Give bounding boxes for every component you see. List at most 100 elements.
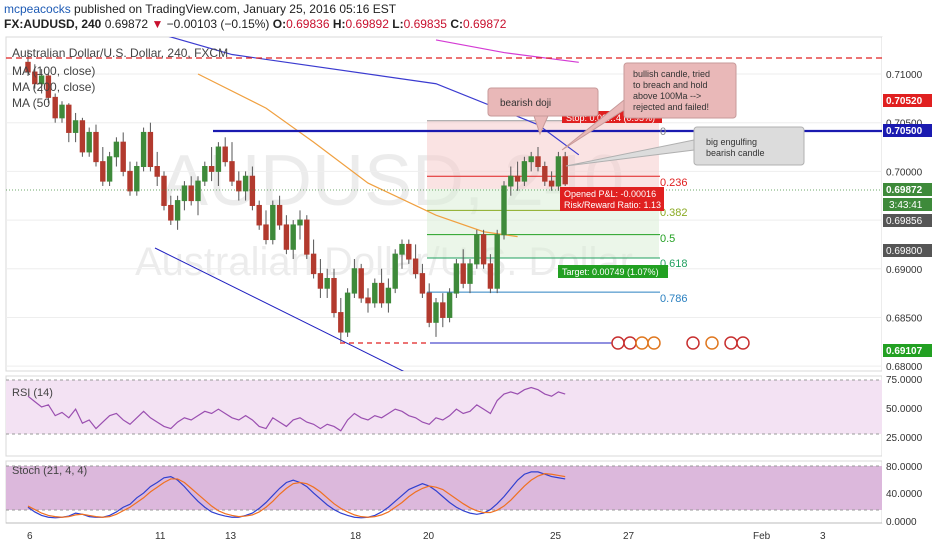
callout-engulfing-1: bearish candle (706, 148, 765, 158)
candle-body (168, 204, 174, 221)
candle-body (358, 268, 364, 299)
candle-body (453, 263, 460, 294)
candle-body (474, 234, 480, 265)
candle-body (202, 166, 208, 182)
candle-body (229, 161, 235, 182)
legend-ma2: MA (200, close) (12, 80, 95, 94)
candle-body (120, 141, 126, 172)
rsi-tick-75: 75.0000 (886, 375, 923, 386)
candle-body (297, 219, 303, 226)
ma100-line (168, 37, 580, 156)
stoch-tick-0: 0.0000 (886, 517, 917, 528)
callout-doji: bearish doji (500, 98, 551, 109)
stoch-tick-80: 80.0000 (886, 462, 923, 473)
event-flag-icon (724, 336, 738, 350)
candle-body (412, 258, 419, 275)
candle-body (32, 71, 38, 85)
candle-body (86, 131, 92, 153)
candle-body (270, 204, 276, 241)
time-tick: 11 (155, 531, 166, 542)
candle-body (548, 180, 555, 187)
candle-body (480, 234, 487, 265)
candle-body (154, 166, 160, 177)
candle-body (174, 200, 181, 221)
candle-body (365, 297, 371, 304)
candle-body (256, 204, 262, 226)
candle-body (440, 302, 446, 318)
candle-body (528, 156, 534, 163)
candle-body (208, 166, 215, 172)
open-label: O: (272, 17, 287, 31)
candle-body (399, 243, 405, 255)
candle-body (310, 253, 317, 275)
candle-body (317, 273, 324, 289)
event-flag-icon (686, 336, 700, 350)
down-triangle-icon: ▼ (151, 17, 164, 31)
high-label: H: (332, 17, 346, 31)
stoch-k-line (27, 471, 566, 519)
publish-info: published on TradingView.com, January 25… (74, 2, 397, 16)
candle-body (351, 268, 358, 294)
candle-body (222, 146, 228, 163)
candle-body (276, 204, 283, 226)
event-flag-icon (705, 336, 719, 350)
candle-body (181, 185, 188, 202)
candle-body (134, 166, 140, 192)
candle-body (392, 253, 398, 289)
legend-title: Australian Dollar/U.S. Dollar, 240, FXCM (12, 46, 228, 60)
candle-body (446, 292, 453, 318)
candle-body (72, 120, 79, 133)
rsi-tick-25: 25.0000 (886, 433, 923, 444)
candle-body (487, 263, 494, 289)
candle-body (106, 156, 113, 182)
stoch-label: Stoch (21, 4, 4) (12, 465, 87, 477)
candle-body (236, 180, 242, 192)
candle-body (460, 263, 466, 284)
candle-body (25, 61, 31, 73)
callout-bullish-0: bullish candle, tried (633, 69, 710, 79)
candle-body (283, 224, 290, 250)
author-link[interactable]: mcpeacocks (4, 2, 71, 16)
low-label: L: (392, 17, 404, 31)
open-value: 0.69836 (286, 17, 330, 31)
candle-body (188, 185, 194, 202)
callout-bullish-3: rejected and failed! (633, 102, 709, 112)
candle-body (372, 282, 378, 304)
fib-label-382: 0.382 (660, 207, 688, 219)
candle-body (290, 224, 296, 250)
candle-body (535, 156, 541, 168)
price-tick: 0.68500 (886, 313, 923, 324)
candle-body (419, 273, 426, 294)
candle-body (113, 141, 120, 158)
trend-channel (154, 247, 405, 371)
candle-body (161, 175, 167, 206)
time-tick: 20 (423, 531, 435, 542)
candle-body (331, 277, 337, 314)
candle-body (344, 292, 351, 333)
rsi-tick-50: 50.0000 (886, 404, 923, 415)
rsi-label: RSI (14) (12, 387, 53, 399)
candle-body (562, 156, 568, 185)
price-change: −0.00103 (−0.15%) (166, 17, 270, 31)
event-flag-icon (647, 336, 661, 350)
publish-line: mcpeacocks published on TradingView.com,… (4, 2, 396, 16)
badge-entry: 0.69856 (886, 216, 923, 227)
high-value: 0.69892 (345, 17, 389, 31)
candle-body (508, 175, 514, 187)
candle-body (195, 180, 201, 202)
time-tick: Feb (753, 531, 771, 542)
badge-target: 0.69107 (886, 346, 923, 357)
price-badges: 0.70520 0.70500 0.69872 3:43:41 0.69856 … (883, 94, 932, 357)
event-flag-icon (611, 336, 625, 350)
candle-body (45, 75, 52, 98)
event-flag-icon (736, 336, 750, 350)
candle-body (514, 175, 521, 182)
close-label: C: (450, 17, 463, 31)
candle-body (66, 104, 72, 133)
time-axis[interactable]: 6 11 13 18 20 25 27 Feb 3 (6, 522, 882, 542)
badge-resist: 0.70500 (886, 126, 923, 137)
event-markers[interactable] (611, 336, 750, 350)
callout-engulfing-0: big engulfing (706, 137, 757, 147)
stoch-tick-40: 40.0000 (886, 489, 923, 500)
